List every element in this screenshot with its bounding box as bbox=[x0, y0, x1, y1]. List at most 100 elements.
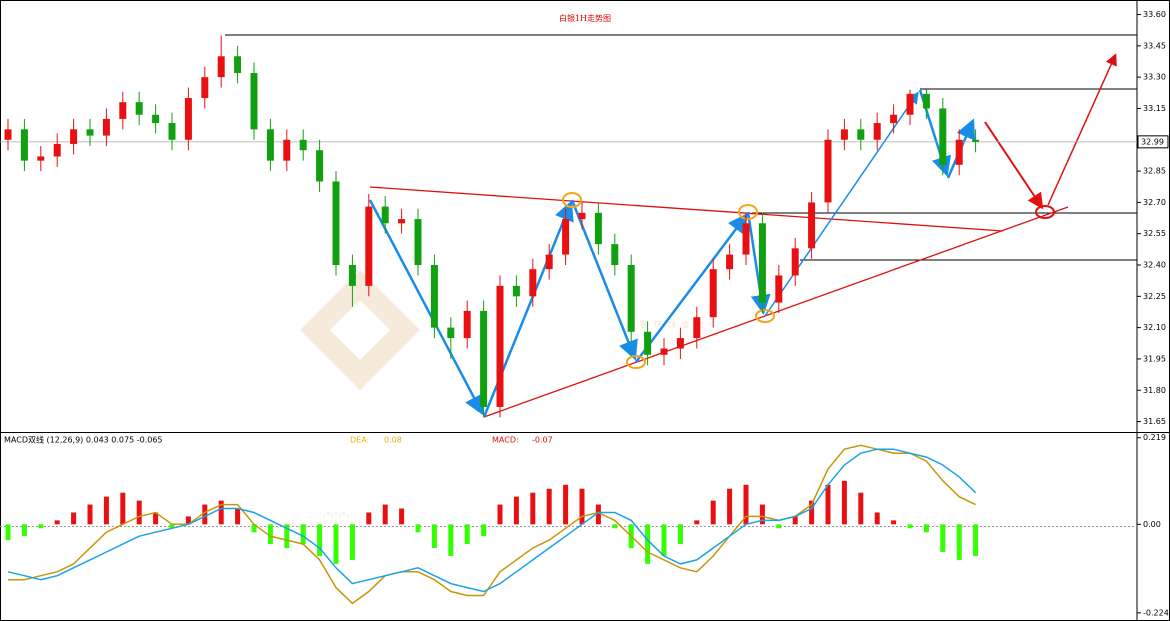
histogram-bar bbox=[809, 500, 815, 525]
candle-body bbox=[529, 269, 537, 297]
dea-value: 0.08 bbox=[384, 436, 402, 445]
candle-body bbox=[447, 327, 455, 339]
histogram-bar bbox=[612, 524, 618, 529]
histogram-bar bbox=[136, 500, 142, 525]
histogram-bar bbox=[218, 500, 224, 525]
macd-label: MACD: bbox=[492, 436, 519, 445]
histogram-bar bbox=[251, 524, 257, 533]
histogram-bar bbox=[235, 508, 241, 525]
candle-body bbox=[611, 244, 619, 266]
histogram-bar bbox=[284, 524, 290, 549]
histogram-bar bbox=[300, 524, 306, 545]
candle-body bbox=[152, 114, 160, 124]
candle-body bbox=[168, 123, 176, 140]
histogram-bar bbox=[645, 524, 651, 564]
candle-body bbox=[890, 114, 898, 124]
candle-body bbox=[594, 212, 602, 245]
candle-body bbox=[250, 72, 258, 130]
candle-body bbox=[283, 139, 291, 161]
candle-body bbox=[955, 139, 963, 165]
candle-body bbox=[299, 139, 307, 151]
histogram-bar bbox=[120, 492, 126, 525]
candle-body bbox=[37, 156, 45, 161]
histogram-bar bbox=[399, 508, 405, 525]
histogram-bar bbox=[694, 520, 700, 525]
histogram-bar bbox=[595, 504, 601, 525]
candle-body bbox=[693, 317, 701, 339]
y-tick-label: 32.40 bbox=[1143, 261, 1166, 270]
y-tick-label: 32.25 bbox=[1143, 292, 1166, 301]
candle-body bbox=[660, 348, 668, 355]
dea-line bbox=[8, 444, 976, 605]
histogram-bar bbox=[349, 524, 355, 560]
last-price-label: 32.99 bbox=[1141, 137, 1164, 146]
histogram-bar bbox=[21, 524, 27, 537]
candle-body bbox=[562, 219, 570, 255]
y-tick-label: 31.80 bbox=[1143, 386, 1166, 395]
candle-body bbox=[348, 265, 356, 286]
histogram-bar bbox=[54, 520, 60, 525]
histogram-bar bbox=[891, 520, 897, 525]
histogram-bar bbox=[759, 504, 765, 525]
candle-body bbox=[791, 248, 799, 276]
histogram-bar bbox=[546, 488, 552, 525]
candle-body bbox=[644, 331, 652, 355]
y-tick-label: 32.70 bbox=[1143, 198, 1166, 207]
level-lines bbox=[225, 34, 1137, 261]
y-tick-label: 31.65 bbox=[1143, 417, 1166, 426]
candle-body bbox=[53, 143, 61, 157]
histogram-bar bbox=[464, 524, 470, 545]
candle-body bbox=[398, 219, 406, 224]
pivot bbox=[626, 355, 646, 369]
pivot bbox=[755, 309, 775, 323]
histogram-bar bbox=[382, 504, 388, 525]
candle-body bbox=[381, 206, 389, 224]
histogram-bar bbox=[87, 504, 93, 525]
candle-body bbox=[480, 310, 488, 407]
candle-body bbox=[808, 202, 816, 249]
y-tick-label: -0.224 bbox=[1143, 608, 1169, 617]
pivot bbox=[738, 204, 758, 220]
histogram-bar bbox=[923, 524, 929, 533]
candle-body bbox=[627, 265, 635, 332]
y-tick-label: 33.60 bbox=[1143, 10, 1166, 19]
histogram-bar bbox=[530, 492, 536, 525]
y-tick-label: 33.45 bbox=[1143, 41, 1166, 50]
candle-body bbox=[430, 265, 438, 328]
candle-body bbox=[135, 102, 143, 115]
histogram-bar bbox=[38, 524, 44, 529]
arrow bbox=[635, 213, 749, 363]
histogram-bar bbox=[185, 516, 191, 525]
candle-body bbox=[742, 223, 750, 255]
candle-body bbox=[4, 129, 12, 140]
candle-body bbox=[676, 338, 684, 349]
candle-body bbox=[512, 285, 520, 297]
candle-body bbox=[775, 275, 783, 303]
y-tick-label: 32.55 bbox=[1143, 229, 1166, 238]
pivot-circles bbox=[562, 192, 775, 369]
last-price-box bbox=[1137, 135, 1169, 149]
y-tick-label: 33.15 bbox=[1143, 104, 1166, 113]
histogram-bar bbox=[841, 480, 847, 525]
candle-body bbox=[414, 219, 422, 266]
candle-body bbox=[365, 206, 373, 286]
candle-body bbox=[119, 102, 127, 119]
histogram-bar bbox=[366, 512, 372, 525]
candle-body bbox=[972, 139, 980, 142]
candle-body bbox=[709, 269, 717, 318]
histogram-bar bbox=[727, 488, 733, 525]
candle-body bbox=[906, 93, 914, 115]
candle-body bbox=[758, 223, 766, 303]
candle-body bbox=[316, 150, 324, 182]
histogram-bar bbox=[5, 524, 11, 541]
arrow bbox=[1047, 53, 1117, 206]
histogram-bar bbox=[940, 524, 946, 552]
histogram-bar bbox=[563, 484, 569, 525]
candle-body bbox=[266, 129, 274, 161]
indicator-label: MACD双线 (12,26,9) 0.043 0.075 -0.065 bbox=[4, 435, 163, 445]
histogram-bar bbox=[825, 484, 831, 525]
histogram-bar bbox=[415, 524, 421, 533]
dif-line bbox=[7, 448, 977, 593]
